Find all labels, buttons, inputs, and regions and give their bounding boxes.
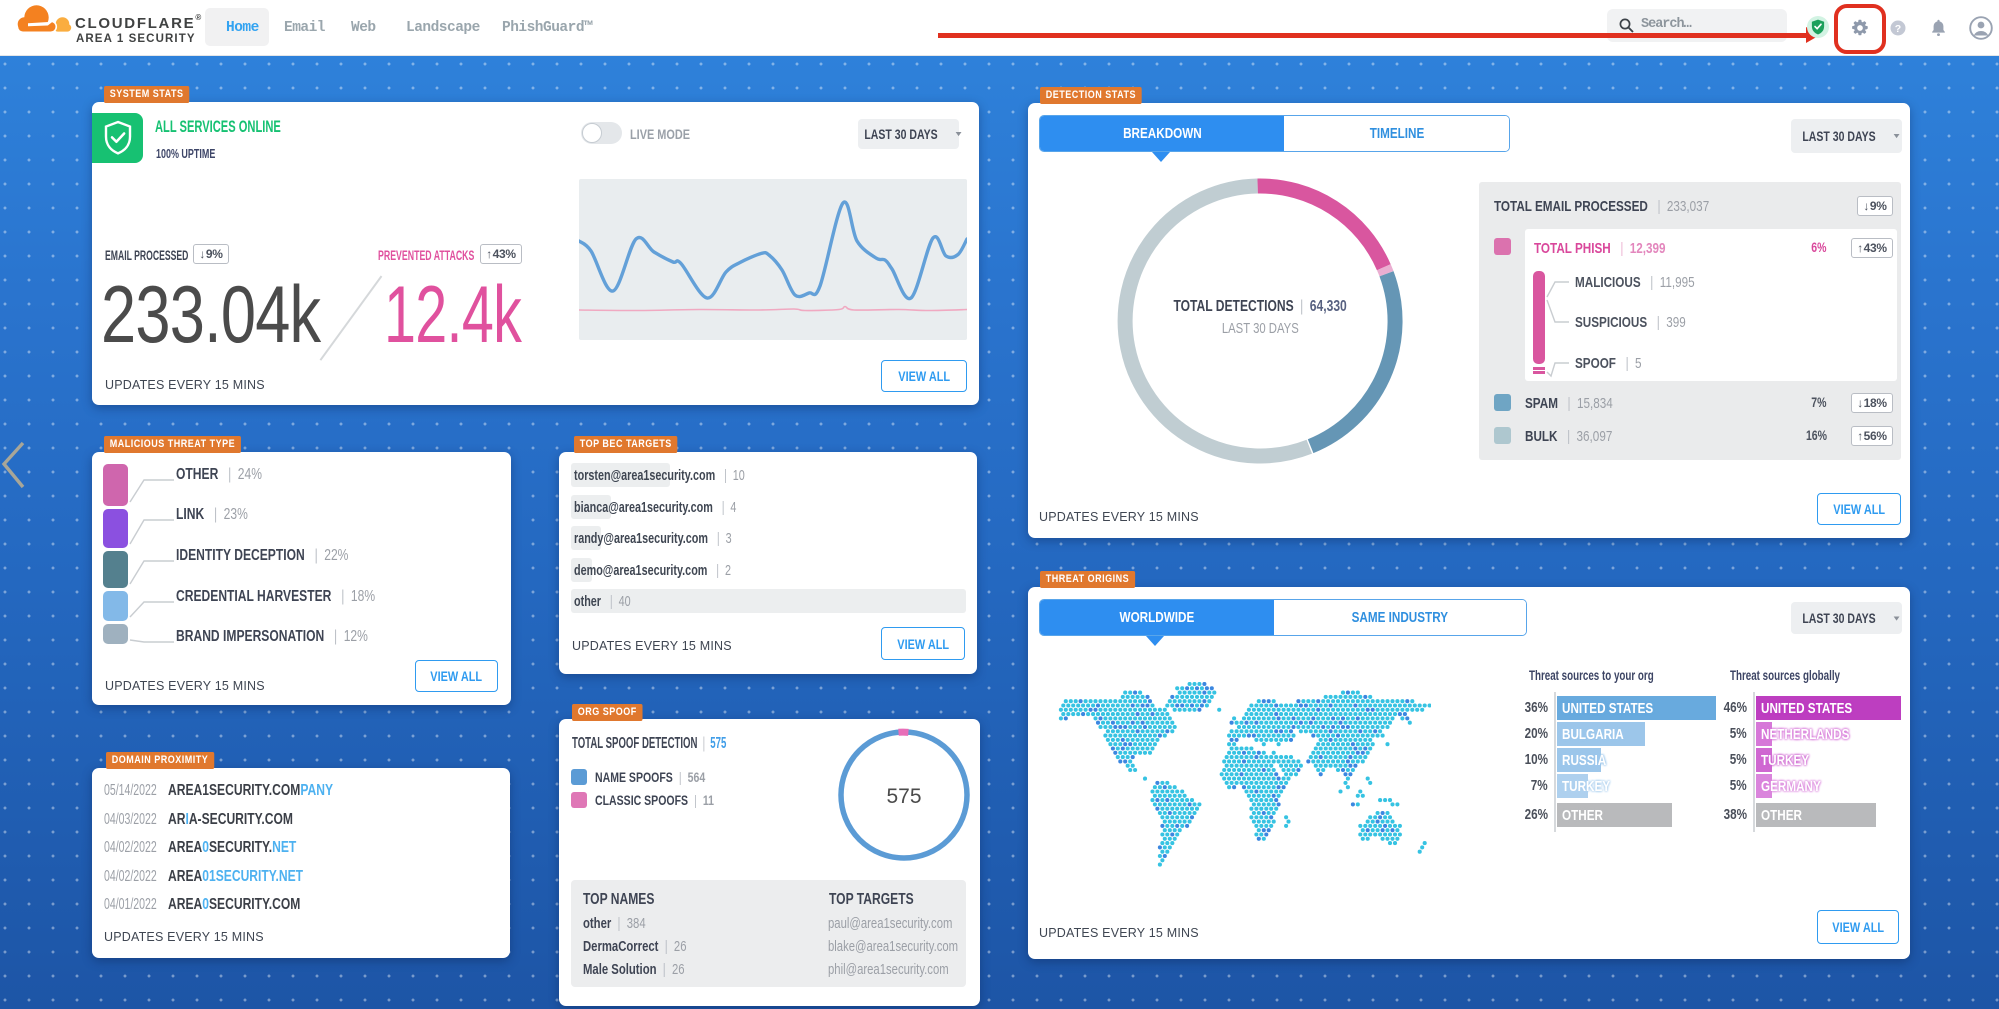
svg-text:?: ? bbox=[1895, 23, 1901, 35]
svg-text:575: 575 bbox=[886, 785, 921, 808]
